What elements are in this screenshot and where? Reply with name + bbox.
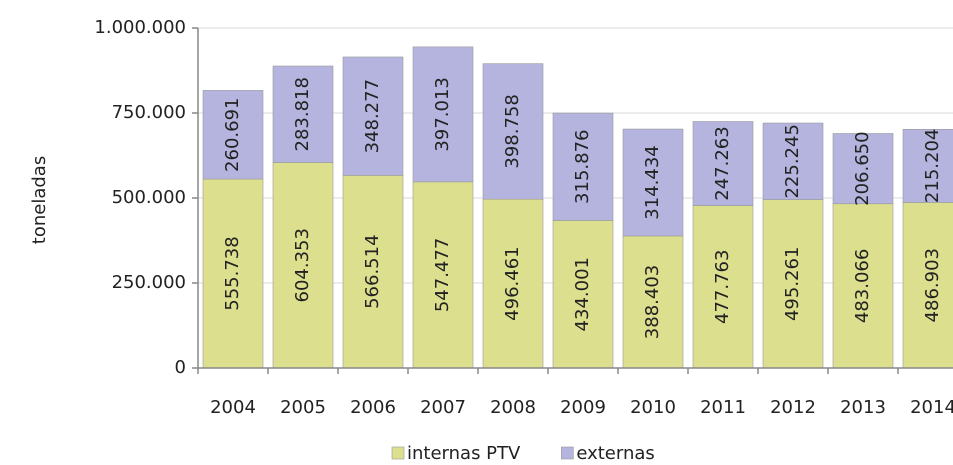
y-tick-label: 0	[175, 357, 186, 378]
value-label: 348.277	[362, 79, 383, 153]
legend-swatch	[561, 446, 574, 460]
y-tick-label: 1.000.000	[94, 17, 186, 38]
value-label: 397.013	[432, 77, 453, 151]
value-label: 388.403	[642, 265, 663, 339]
x-tick-label: 2012	[770, 397, 816, 418]
y-tick-label: 750.000	[112, 102, 186, 123]
bar-segment	[832, 203, 894, 369]
x-tick-label: 2009	[560, 397, 606, 418]
bar-segment	[692, 205, 754, 369]
value-label: 398.758	[502, 94, 523, 168]
value-label: 314.434	[642, 145, 663, 219]
bar-segment	[342, 175, 404, 369]
legend-label: internas PTV	[407, 443, 521, 464]
bar-segment	[692, 121, 754, 206]
x-tick-label: 2007	[420, 397, 466, 418]
value-label: 547.477	[432, 238, 453, 312]
bar-segment	[412, 181, 474, 369]
bar-segment	[482, 63, 544, 200]
bar-segment	[762, 122, 824, 200]
x-tick-label: 2008	[490, 397, 536, 418]
bar-segment	[272, 162, 334, 369]
value-label: 477.763	[712, 250, 733, 324]
x-tick-label: 2011	[700, 397, 746, 418]
bar-segment	[832, 133, 894, 205]
bar-segment	[552, 220, 614, 369]
y-tick-label: 250.000	[112, 272, 186, 293]
bar-segment	[272, 65, 334, 163]
bar-segment	[902, 202, 953, 369]
value-label: 566.514	[362, 234, 383, 308]
legend-swatch	[391, 446, 405, 460]
value-label: 260.691	[222, 98, 243, 172]
x-tick-label: 2004	[210, 397, 256, 418]
y-axis-label: toneladas	[29, 156, 50, 244]
value-label: 483.066	[852, 249, 873, 323]
value-label: 315.876	[572, 130, 593, 204]
value-label: 434.001	[572, 257, 593, 331]
value-label: 206.650	[852, 131, 873, 205]
value-label: 225.245	[782, 124, 803, 198]
bar-segment	[552, 112, 614, 221]
value-label: 555.738	[222, 236, 243, 310]
bar-segment	[202, 90, 264, 180]
bar-segment	[622, 235, 684, 369]
value-label: 486.903	[922, 248, 943, 322]
x-tick-label: 2010	[630, 397, 676, 418]
bar-segment	[412, 46, 474, 183]
legend-label: externas	[576, 443, 654, 464]
value-label: 604.353	[292, 228, 313, 302]
value-label: 496.461	[502, 246, 523, 320]
bar-segment	[342, 56, 404, 176]
bar-segment	[622, 128, 684, 237]
value-label: 283.818	[292, 77, 313, 151]
bar-segment	[482, 198, 544, 369]
bar-segment	[902, 128, 953, 203]
x-tick-label: 2005	[280, 397, 326, 418]
value-label: 215.204	[922, 129, 943, 203]
value-label: 495.261	[782, 247, 803, 321]
x-tick-label: 2014	[910, 397, 953, 418]
x-tick-label: 2013	[840, 397, 886, 418]
x-tick-label: 2006	[350, 397, 396, 418]
value-label: 247.263	[712, 126, 733, 200]
y-tick-label: 500.000	[112, 187, 186, 208]
bar-segment	[762, 199, 824, 369]
